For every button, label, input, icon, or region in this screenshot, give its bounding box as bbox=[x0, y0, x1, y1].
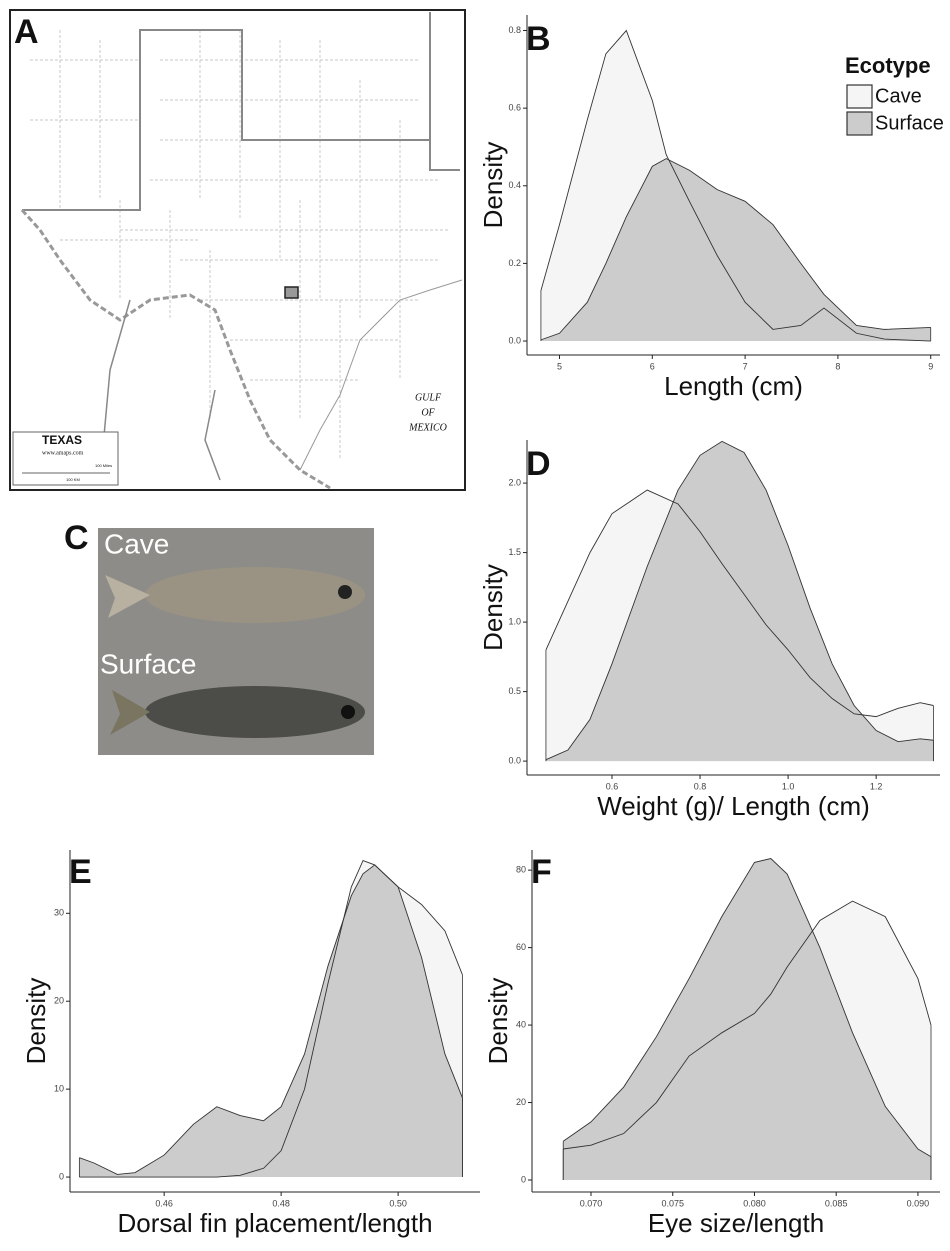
map-panel: A TEXAS www.amaps.com 100 Miles 100 KM G… bbox=[10, 10, 465, 490]
legend-swatch bbox=[847, 85, 872, 108]
y-tick-label: 0.8 bbox=[508, 25, 521, 35]
y-tick-label: 0.2 bbox=[508, 258, 521, 268]
panel-label: F bbox=[531, 853, 552, 891]
water-label: GULF bbox=[415, 392, 442, 403]
x-tick-label: 9 bbox=[928, 361, 933, 371]
y-tick-label: 2.0 bbox=[508, 477, 521, 487]
photo-label: Cave bbox=[104, 528, 169, 559]
panel-label: B bbox=[526, 20, 551, 58]
x-tick-label: 0.080 bbox=[743, 1198, 766, 1208]
fish-cave bbox=[145, 567, 365, 623]
map-frame bbox=[10, 10, 465, 490]
y-tick-label: 40 bbox=[516, 1019, 526, 1029]
x-axis-title: Dorsal fin placement/length bbox=[117, 1208, 432, 1238]
y-tick-label: 30 bbox=[54, 908, 64, 918]
x-axis-title: Weight (g)/ Length (cm) bbox=[597, 791, 870, 821]
y-tick-label: 20 bbox=[54, 996, 64, 1006]
y-tick-label: 0.0 bbox=[508, 335, 521, 345]
y-tick-label: 0 bbox=[59, 1171, 64, 1181]
area-fill bbox=[79, 865, 462, 1177]
panel-label: A bbox=[14, 13, 39, 51]
y-tick-label: 1.0 bbox=[508, 616, 521, 626]
x-tick-label: 7 bbox=[743, 361, 748, 371]
x-tick-label: 0.075 bbox=[661, 1198, 684, 1208]
y-tick-label: 0.4 bbox=[508, 180, 521, 190]
figure: A TEXAS www.amaps.com 100 Miles 100 KM G… bbox=[0, 0, 950, 1251]
y-tick-label: 0.6 bbox=[508, 103, 521, 113]
legend-label: Cave bbox=[875, 85, 922, 107]
x-tick-label: 8 bbox=[835, 361, 840, 371]
y-axis-title: Density bbox=[478, 142, 508, 229]
x-tick-label: 0.46 bbox=[155, 1198, 173, 1208]
panel-label: C bbox=[64, 519, 89, 557]
photo-panel: C Cave Surface bbox=[64, 519, 374, 755]
x-tick-label: 5 bbox=[557, 361, 562, 371]
legend-swatch bbox=[847, 112, 872, 135]
x-tick-label: 0.090 bbox=[907, 1198, 930, 1208]
panel-label: E bbox=[69, 853, 92, 891]
fish-surface bbox=[145, 686, 365, 738]
y-tick-label: 0.0 bbox=[508, 755, 521, 765]
y-tick-label: 80 bbox=[516, 865, 526, 875]
scale-miles: 100 Miles bbox=[95, 463, 112, 468]
fish-eye bbox=[341, 705, 355, 719]
study-site bbox=[285, 287, 298, 298]
x-tick-label: 1.2 bbox=[870, 781, 883, 791]
x-tick-label: 0.085 bbox=[825, 1198, 848, 1208]
y-tick-label: 60 bbox=[516, 942, 526, 952]
x-tick-label: 0.8 bbox=[694, 781, 707, 791]
y-tick-label: 1.5 bbox=[508, 547, 521, 557]
x-tick-label: 1.0 bbox=[782, 781, 795, 791]
y-axis-title: Density bbox=[483, 978, 513, 1065]
x-axis-title: Length (cm) bbox=[664, 371, 803, 401]
photo-label: Surface bbox=[100, 648, 197, 679]
map-title: TEXAS bbox=[42, 433, 82, 447]
x-tick-label: 6 bbox=[650, 361, 655, 371]
x-tick-label: 0.50 bbox=[389, 1198, 407, 1208]
y-tick-label: 0 bbox=[521, 1174, 526, 1184]
fish-eye bbox=[338, 585, 352, 599]
map-source: www.amaps.com bbox=[42, 450, 84, 456]
water-label: MEXICO bbox=[408, 422, 447, 433]
x-axis-title: Eye size/length bbox=[648, 1208, 824, 1238]
y-tick-label: 10 bbox=[54, 1084, 64, 1094]
x-tick-label: 0.070 bbox=[580, 1198, 603, 1208]
x-tick-label: 0.48 bbox=[272, 1198, 290, 1208]
y-axis-title: Density bbox=[478, 564, 508, 651]
y-axis-title: Density bbox=[21, 978, 51, 1065]
y-tick-label: 0.5 bbox=[508, 686, 521, 696]
x-tick-label: 0.6 bbox=[606, 781, 619, 791]
water-label: OF bbox=[421, 407, 435, 418]
legend-label: Surface bbox=[875, 112, 944, 134]
scale-km: 100 KM bbox=[66, 477, 80, 482]
panel-label: D bbox=[526, 445, 551, 483]
y-tick-label: 20 bbox=[516, 1097, 526, 1107]
legend-title: Ecotype bbox=[845, 53, 931, 78]
